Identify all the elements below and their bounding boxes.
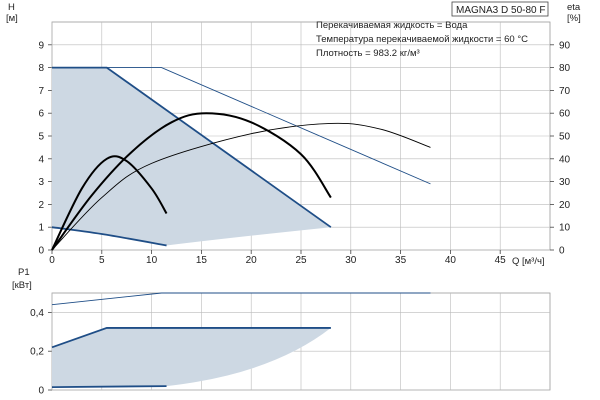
head-tick-label: 4 bbox=[38, 154, 44, 165]
efficiency-curve bbox=[51, 112, 332, 251]
q-axis-label: Q bbox=[512, 256, 519, 267]
eta-tick-label: 30 bbox=[559, 177, 571, 188]
head-tick-label: 1 bbox=[38, 223, 44, 234]
head-operating-area bbox=[52, 67, 331, 246]
eta-tick-label: 0 bbox=[559, 246, 565, 257]
head-curve bbox=[52, 67, 431, 185]
eta-axis-unit: [%] bbox=[567, 13, 581, 24]
info-line-density: Плотность = 983.2 кг/м³ bbox=[316, 48, 420, 59]
head-axis-label: H bbox=[8, 2, 15, 13]
power-curve bbox=[51, 385, 167, 388]
head-tick-label: 2 bbox=[38, 200, 44, 211]
power-operating-area bbox=[52, 327, 331, 387]
q-axis-unit: [м³/ч] bbox=[522, 256, 545, 267]
power-curve bbox=[51, 327, 331, 349]
q-tick-label: 20 bbox=[246, 255, 258, 266]
head-tick-label: 7 bbox=[38, 86, 44, 97]
head-tick-label: 3 bbox=[38, 177, 44, 188]
eta-tick-label: 70 bbox=[559, 86, 571, 97]
head-tick-label: 9 bbox=[38, 40, 44, 51]
head-tick-label: 0 bbox=[38, 246, 44, 257]
model-title: MAGNA3 D 50-80 F bbox=[456, 5, 545, 16]
q-tick-label: 35 bbox=[395, 255, 407, 266]
info-line-fluid: Перекачиваемая жидкость = Вода bbox=[316, 20, 468, 31]
efficiency-curve bbox=[51, 155, 168, 251]
q-tick-label: 45 bbox=[495, 255, 507, 266]
head-curve bbox=[51, 226, 167, 247]
power-tick-label: 0,4 bbox=[30, 308, 44, 319]
eta-tick-label: 90 bbox=[559, 40, 571, 51]
power-axis-label: P1 bbox=[18, 267, 30, 278]
model-box bbox=[451, 1, 549, 17]
info-line-temperature: Температура перекачиваемой жидкости = 60… bbox=[316, 34, 528, 45]
head-tick-label: 6 bbox=[38, 109, 44, 120]
q-tick-label: 40 bbox=[445, 255, 457, 266]
head-tick-label: 5 bbox=[38, 132, 44, 143]
eta-tick-label: 20 bbox=[559, 200, 571, 211]
q-tick-label: 15 bbox=[196, 255, 208, 266]
power-axis-unit: [кВт] bbox=[12, 280, 32, 291]
power-curve bbox=[51, 292, 431, 306]
eta-tick-label: 40 bbox=[559, 154, 571, 165]
eta-tick-label: 60 bbox=[559, 109, 571, 120]
q-tick-label: 5 bbox=[99, 255, 105, 266]
head-axis-unit: [м] bbox=[6, 13, 18, 24]
q-tick-label: 30 bbox=[345, 255, 357, 266]
eta-axis-label: eta bbox=[567, 2, 581, 13]
head-tick-label: 8 bbox=[38, 63, 44, 74]
power-tick-label: 0 bbox=[38, 386, 44, 397]
eta-tick-label: 80 bbox=[559, 63, 571, 74]
q-tick-label: 10 bbox=[146, 255, 158, 266]
efficiency-curve bbox=[51, 122, 431, 251]
q-tick-label: 0 bbox=[49, 255, 55, 266]
q-tick-label: 25 bbox=[295, 255, 307, 266]
power-tick-label: 0,2 bbox=[30, 347, 44, 358]
eta-tick-label: 10 bbox=[559, 223, 571, 234]
eta-tick-label: 50 bbox=[559, 132, 571, 143]
